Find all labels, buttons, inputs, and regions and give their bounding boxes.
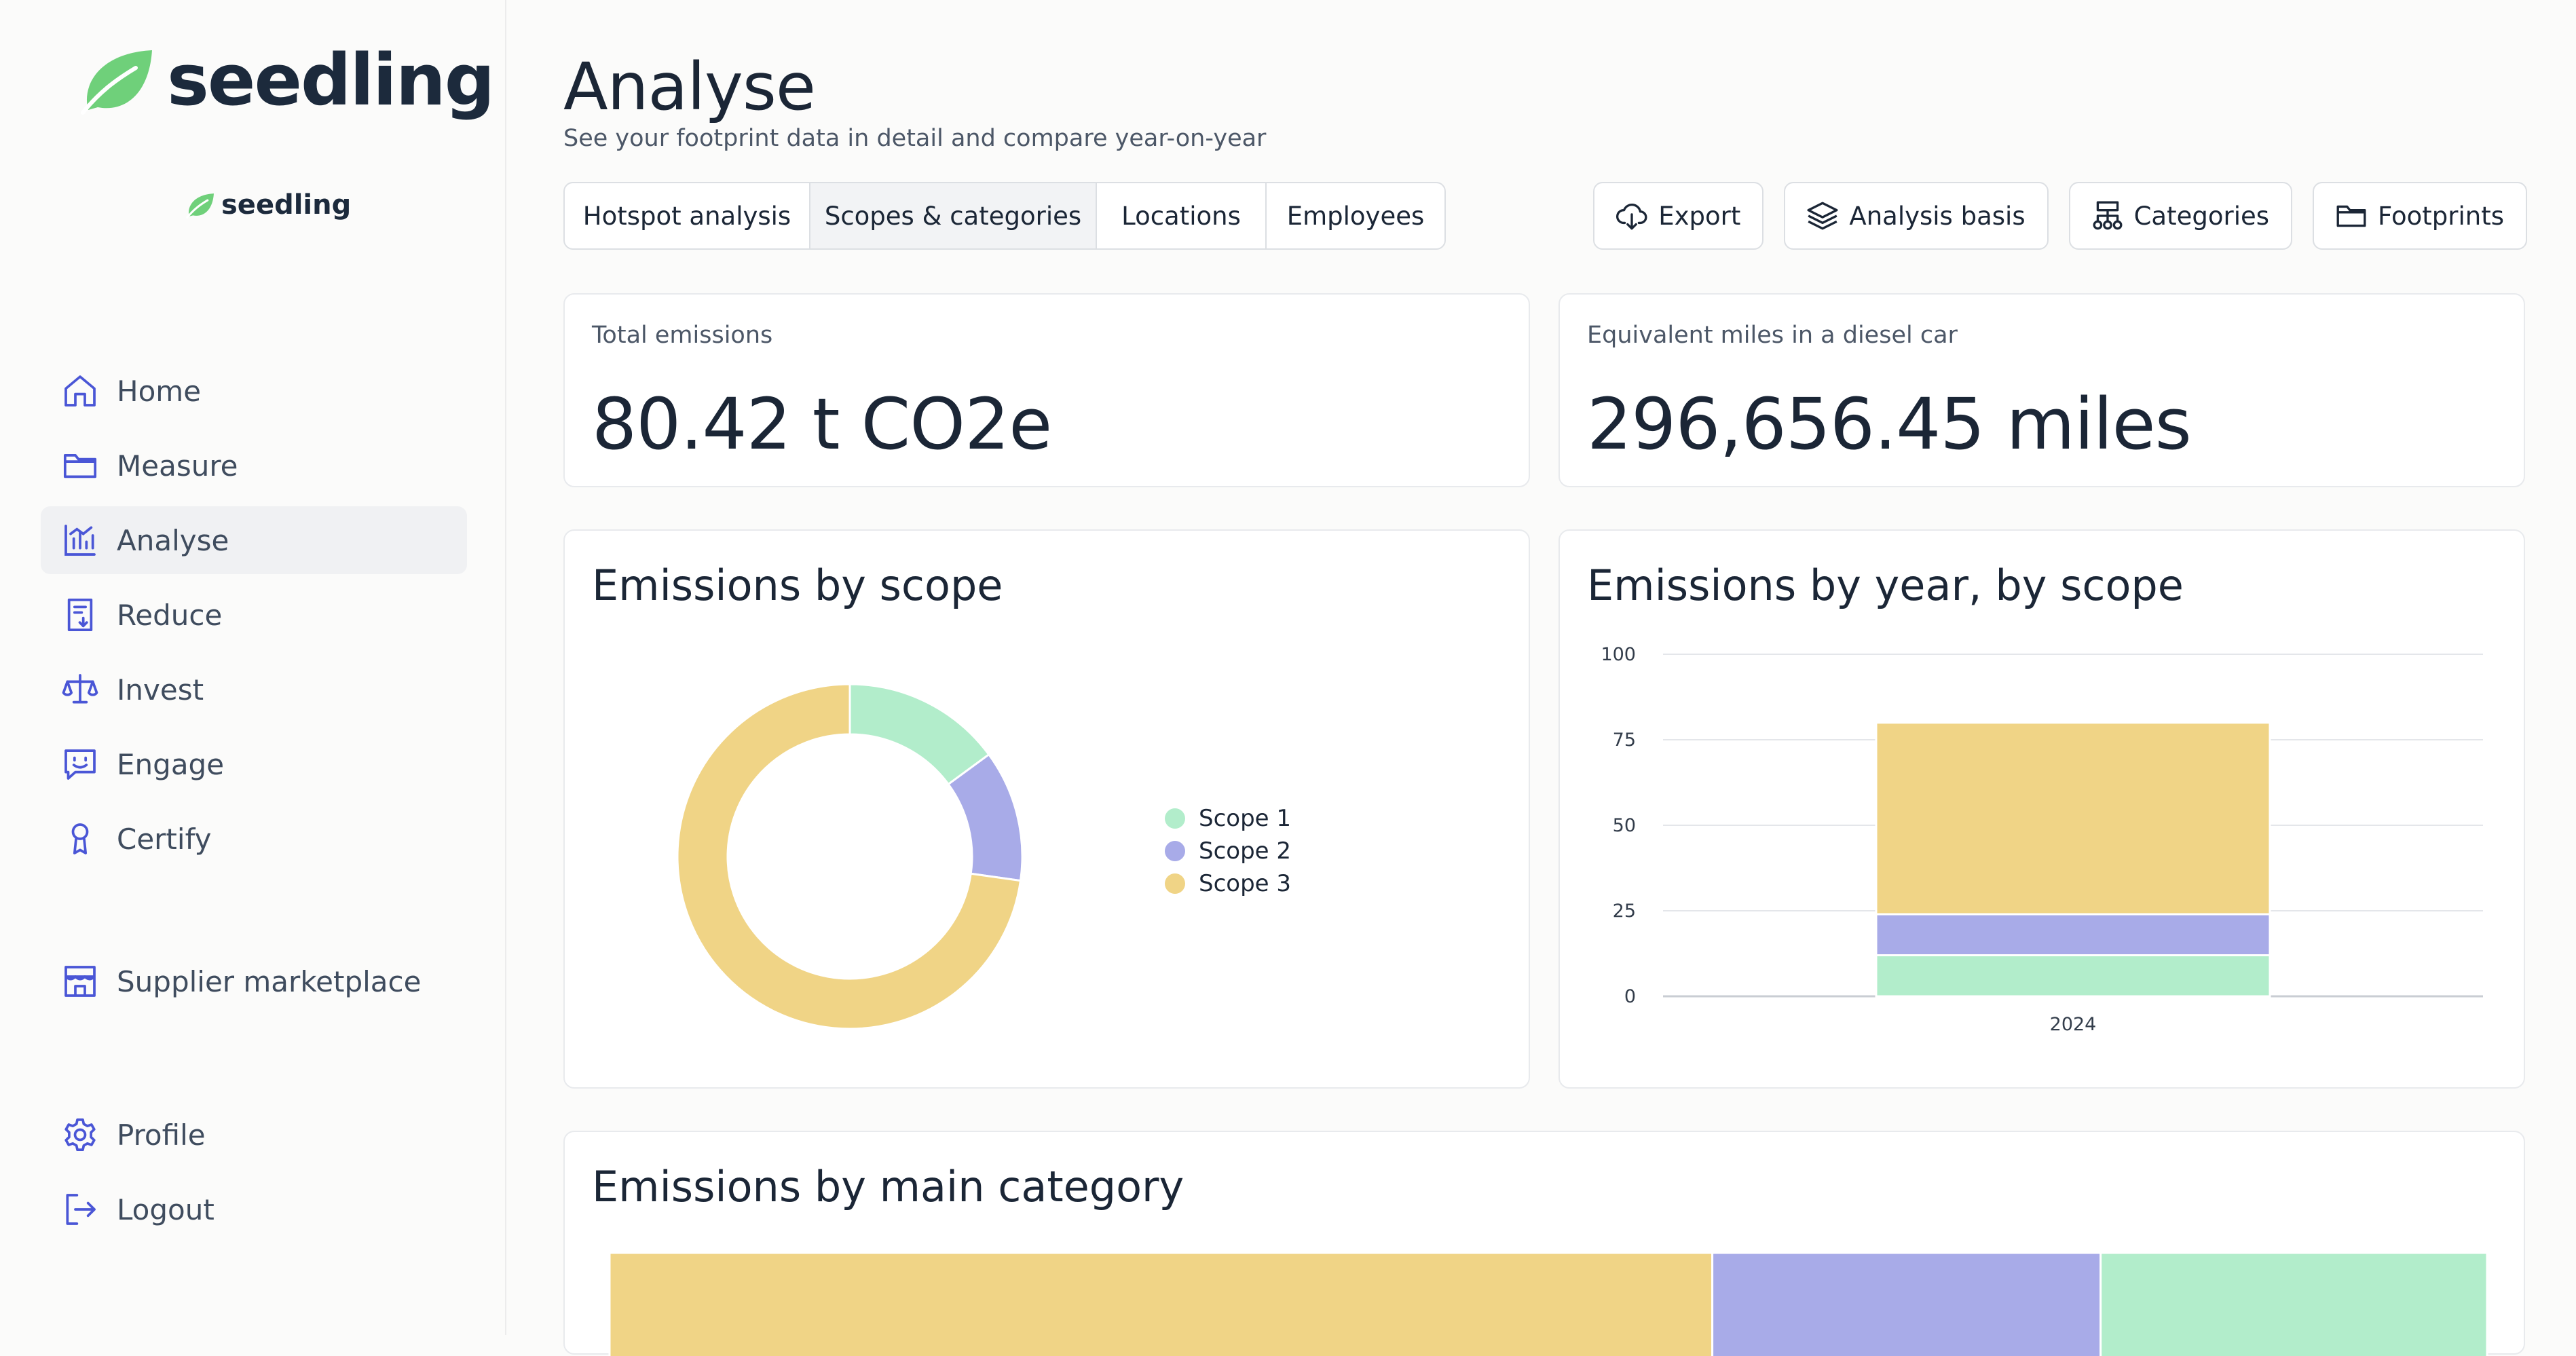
category-bar-chart: [608, 1251, 2488, 1356]
kpi-label: Equivalent miles in a diesel car: [1587, 322, 1958, 349]
category-segment-2[interactable]: [1711, 1251, 2102, 1356]
document-down-icon: [67, 598, 93, 632]
donut-legend: Scope 1 Scope 2 Scope 3: [1165, 802, 1291, 900]
donut-chart: [676, 683, 1024, 1030]
export-label: Export: [1658, 201, 1741, 231]
brand-logo-small: seedling: [185, 191, 351, 219]
sidebar-item-label: Analyse: [117, 523, 229, 557]
sidebar-item-invest[interactable]: Invest: [41, 656, 467, 723]
analysis-basis-label: Analysis basis: [1849, 201, 2026, 231]
scale-icon: [62, 674, 98, 704]
leaf-logo-icon: [81, 50, 152, 115]
donut-slice-3[interactable]: [676, 683, 1022, 1030]
legend-label: Scope 3: [1199, 870, 1292, 897]
page-subtitle: See your footprint data in detail and co…: [563, 125, 1267, 152]
sidebar-item-profile[interactable]: Profile: [41, 1101, 467, 1169]
folder-icon: [2336, 205, 2366, 227]
cloud-download-icon: [1616, 203, 1647, 230]
footprints-button[interactable]: Footprints: [2313, 182, 2527, 250]
legend-dot: [1165, 873, 1185, 894]
legend-label: Scope 1: [1199, 805, 1292, 832]
layers-icon: [1807, 202, 1838, 230]
hierarchy-icon: [2093, 201, 2123, 230]
sidebar-item-label: Invest: [117, 673, 204, 707]
tab-employees[interactable]: Employees: [1286, 201, 1425, 231]
brand-name-small: seedling: [221, 189, 352, 221]
legend-item-scope-3[interactable]: Scope 3: [1165, 867, 1291, 900]
folder-icon: [63, 453, 97, 478]
sidebar-item-supplier-marketplace[interactable]: Supplier marketplace: [41, 947, 467, 1015]
store-icon: [64, 966, 96, 997]
category-segment-1[interactable]: [608, 1251, 1714, 1356]
bar-segment-scope-3[interactable]: [1875, 721, 2271, 916]
tab-hotspot-analysis[interactable]: Hotspot analysis: [565, 183, 810, 248]
category-segment-3[interactable]: [2099, 1251, 2488, 1356]
kpi-value: 80.42 t CO2e: [592, 383, 1052, 466]
sidebar-item-logout[interactable]: Logout: [41, 1175, 467, 1243]
chat-smile-icon: [64, 749, 96, 780]
tab-scopes-categories[interactable]: Scopes & categories: [810, 183, 1097, 248]
legend-dot: [1165, 808, 1185, 829]
sidebar-item-label: Profile: [117, 1118, 206, 1152]
chart-title: Emissions by scope: [592, 561, 1003, 610]
home-icon: [64, 375, 96, 407]
categories-label: Categories: [2133, 201, 2270, 231]
legend-item-scope-1[interactable]: Scope 1: [1165, 802, 1291, 835]
kpi-value: 296,656.45 miles: [1587, 383, 2192, 466]
sidebar-item-label: Certify: [117, 822, 212, 856]
analysis-tabs: Hotspot analysis Scopes & categories Loc…: [563, 182, 1446, 250]
stacked-bar-chart: 0 25 50 75 100 2024: [1601, 644, 2483, 1035]
y-tick-label: 25: [1613, 901, 1636, 922]
sidebar-item-measure[interactable]: Measure: [41, 432, 467, 500]
footprints-label: Footprints: [2378, 201, 2504, 231]
legend-dot: [1165, 841, 1185, 861]
sidebar-item-label: Logout: [117, 1192, 214, 1226]
legend-item-scope-2[interactable]: Scope 2: [1165, 835, 1291, 867]
sidebar-item-label: Engage: [117, 747, 225, 781]
toolbar-actions: Export Analysis basis Categories Footpri…: [1573, 182, 2527, 250]
sidebar-item-home[interactable]: Home: [41, 357, 467, 425]
brand-name: seedling: [167, 39, 495, 121]
sidebar: seedling seedling Home Measure Analyse: [0, 0, 506, 1335]
legend-label: Scope 2: [1199, 837, 1292, 865]
sidebar-item-certify[interactable]: Certify: [41, 805, 467, 873]
gear-icon: [64, 1118, 96, 1152]
chart-title: Emissions by year, by scope: [1587, 561, 2184, 610]
y-tick-label: 0: [1624, 986, 1636, 1007]
logout-icon: [66, 1194, 96, 1225]
sidebar-item-label: Supplier marketplace: [117, 964, 422, 998]
y-tick-label: 100: [1601, 644, 1636, 665]
tab-locations[interactable]: Locations: [1097, 183, 1267, 248]
emissions-by-year-card: Emissions by year, by scope 0 25 50 75 100 20…: [1558, 529, 2525, 1089]
sidebar-item-engage[interactable]: Engage: [41, 730, 467, 798]
analysis-basis-button[interactable]: Analysis basis: [1784, 182, 2049, 250]
chart-title: Emissions by main category: [592, 1162, 1184, 1211]
bar-segment-scope-2[interactable]: [1875, 913, 2271, 957]
sidebar-item-label: Reduce: [117, 598, 223, 632]
kpi-label: Total emissions: [592, 322, 773, 349]
sidebar-nav: Home Measure Analyse Reduce Invest Engag…: [41, 357, 467, 1250]
total-emissions-card: Total emissions 80.42 t CO2e: [563, 293, 1530, 487]
y-tick-label: 75: [1613, 730, 1636, 751]
emissions-by-main-category-card: Emissions by main category: [563, 1131, 2525, 1356]
sidebar-item-label: Home: [117, 374, 202, 408]
sidebar-item-reduce[interactable]: Reduce: [41, 581, 467, 649]
bar-chart-icon: [64, 525, 96, 556]
bar-segment-scope-1[interactable]: [1875, 954, 2271, 998]
brand-logo[interactable]: seedling: [79, 39, 495, 121]
leaf-logo-small-icon: [186, 193, 214, 219]
sidebar-item-label: Measure: [117, 449, 238, 483]
page-title: Analyse: [563, 49, 816, 125]
equivalent-miles-card: Equivalent miles in a diesel car 296,656…: [1558, 293, 2525, 487]
y-tick-label: 50: [1613, 815, 1636, 836]
main-content: Analyse See your footprint data in detai…: [506, 0, 2576, 1356]
categories-button[interactable]: Categories: [2068, 182, 2293, 250]
sidebar-item-analyse[interactable]: Analyse: [41, 506, 467, 574]
export-button[interactable]: Export: [1593, 182, 1764, 250]
x-tick-label: 2024: [2050, 1014, 2097, 1035]
award-icon: [71, 823, 89, 854]
emissions-by-scope-card: Emissions by scope Scope 1 Scope 2 Scope…: [563, 529, 1530, 1089]
